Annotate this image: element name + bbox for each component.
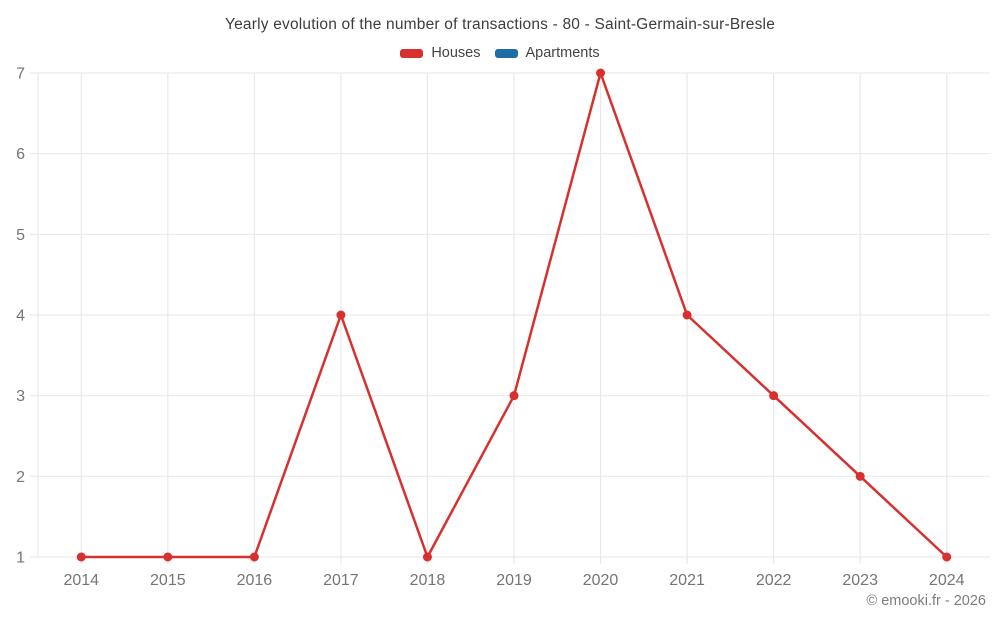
data-point-houses-2023 bbox=[855, 471, 865, 481]
x-tick-label: 2017 bbox=[323, 572, 359, 589]
y-tick-label: 3 bbox=[16, 388, 25, 405]
legend-swatch-houses bbox=[400, 48, 424, 58]
legend-label: Apartments bbox=[525, 45, 600, 61]
data-point-houses-2020 bbox=[596, 68, 606, 78]
data-point-houses-2024 bbox=[942, 552, 952, 562]
data-point-houses-2018 bbox=[422, 552, 432, 562]
y-tick-label: 7 bbox=[16, 66, 25, 83]
data-point-houses-2017 bbox=[336, 310, 346, 320]
data-point-houses-2021 bbox=[682, 310, 692, 320]
x-tick-label: 2015 bbox=[150, 572, 186, 589]
x-tick-label: 2021 bbox=[669, 572, 705, 589]
x-tick-label: 2020 bbox=[583, 572, 619, 589]
legend: Houses Apartments bbox=[0, 45, 1000, 61]
y-tick-label: 2 bbox=[16, 469, 25, 486]
x-tick-label: 2018 bbox=[410, 572, 446, 589]
x-tick-label: 2022 bbox=[756, 572, 792, 589]
data-point-houses-2014 bbox=[76, 552, 86, 562]
copyright-credit: © emooki.fr - 2026 bbox=[866, 593, 986, 609]
legend-label: Houses bbox=[431, 45, 481, 61]
y-tick-label: 1 bbox=[16, 550, 25, 567]
legend-item-apartments[interactable]: Apartments bbox=[494, 45, 600, 61]
y-tick-label: 6 bbox=[16, 146, 25, 163]
chart-title: Yearly evolution of the number of transa… bbox=[224, 16, 776, 33]
data-point-houses-2016 bbox=[249, 552, 259, 562]
x-tick-label: 2014 bbox=[63, 572, 99, 589]
data-point-houses-2019 bbox=[509, 391, 519, 401]
y-tick-label: 4 bbox=[16, 308, 25, 325]
y-tick-label: 5 bbox=[16, 227, 25, 244]
x-tick-label: 2024 bbox=[929, 572, 965, 589]
legend-item-houses[interactable]: Houses bbox=[400, 45, 481, 61]
legend-swatch-apartments bbox=[494, 48, 518, 58]
data-point-houses-2022 bbox=[769, 391, 779, 401]
x-tick-label: 2019 bbox=[496, 572, 532, 589]
x-tick-label: 2023 bbox=[842, 572, 878, 589]
x-tick-label: 2016 bbox=[237, 572, 273, 589]
data-point-houses-2015 bbox=[163, 552, 173, 562]
